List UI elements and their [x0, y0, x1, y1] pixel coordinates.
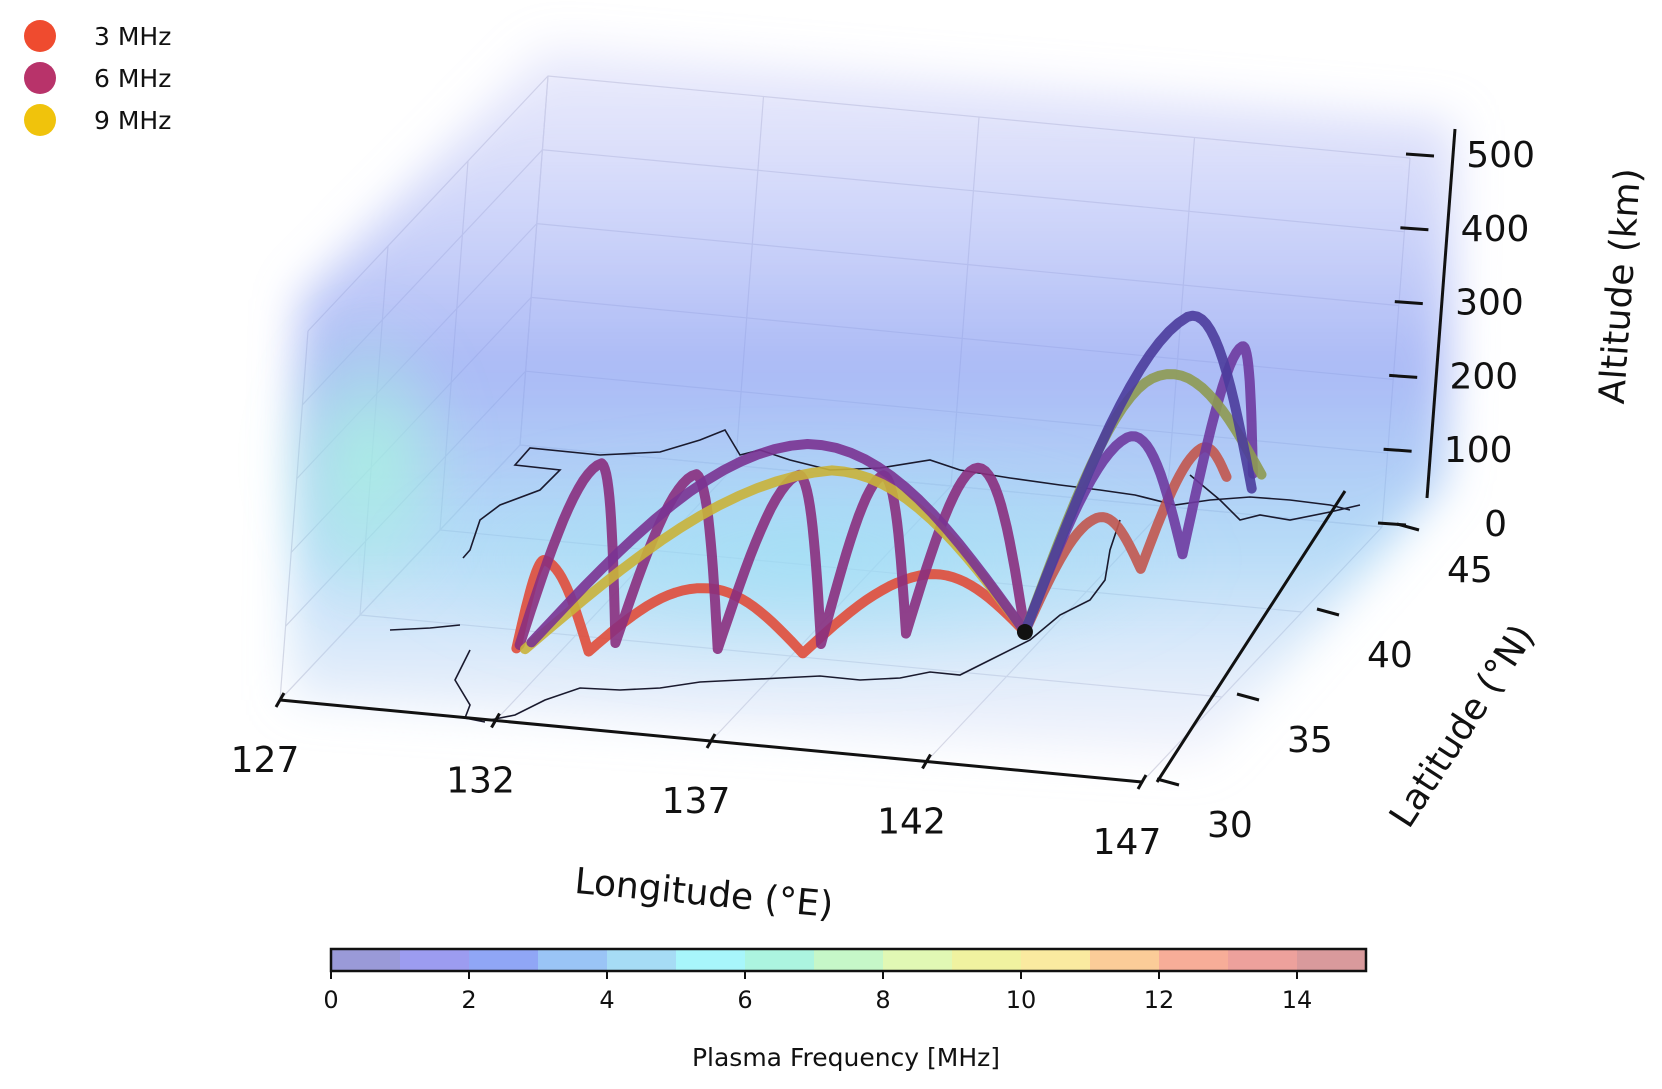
x-tick-mark [705, 733, 717, 749]
z-tick-label: 100 [1444, 430, 1513, 471]
z-axis-line [1425, 128, 1457, 499]
legend-marker [24, 62, 56, 94]
colorbar-tick-label: 2 [461, 986, 476, 1014]
colorbar-segment [745, 949, 815, 971]
legend: 3 MHz 6 MHz 9 MHz [24, 20, 171, 136]
transmitter-marker [1016, 623, 1033, 640]
z-tick-mark [1377, 521, 1407, 527]
colorbar-segment [400, 949, 470, 971]
legend-marker [24, 20, 56, 52]
z-tick-label: 300 [1455, 283, 1524, 324]
colorbar-tick-label: 10 [1006, 986, 1037, 1014]
colorbar-segment [538, 949, 608, 971]
colorbar-segment [1021, 949, 1091, 971]
colorbar: 0 2 4 6 8 10 12 14 [323, 947, 1368, 1014]
colorbar-segment [814, 949, 884, 971]
y-axis-ticks: 30 35 40 45 [1156, 522, 1493, 846]
colorbar-tick-label: 12 [1144, 986, 1175, 1014]
coastline-honshu-east [469, 519, 1121, 721]
y-tick-label: 40 [1367, 635, 1413, 676]
colorbar-segment [1297, 949, 1367, 971]
z-tick-mark [1405, 152, 1435, 158]
z-tick-mark [1389, 373, 1418, 379]
colorbar-segment [1090, 949, 1160, 971]
z-tick-label: 400 [1461, 209, 1530, 250]
z-tick-mark [1383, 447, 1412, 453]
x-axis-ticks: 127 132 137 142 147 [231, 692, 1162, 863]
colorbar-segment [469, 949, 539, 971]
x-tick-label: 132 [446, 761, 515, 802]
colorbar-segment [331, 949, 401, 971]
colorbar-tick-label: 8 [875, 986, 890, 1014]
x-tick-label: 142 [877, 802, 946, 843]
x-axis-title: Longitude (°E) [573, 861, 835, 926]
coastline-korea-south [389, 624, 461, 631]
x-tick-mark [490, 712, 501, 729]
x-tick-label: 127 [231, 740, 300, 781]
x-tick-mark [1136, 774, 1148, 790]
legend-label: 9 MHz [94, 106, 171, 135]
legend-label: 3 MHz [94, 22, 171, 51]
y-tick-label: 35 [1287, 720, 1333, 761]
colorbar-segment [676, 949, 746, 971]
z-tick-mark [1400, 226, 1429, 232]
y-tick-mark [1236, 692, 1260, 702]
y-tick-label: 45 [1447, 550, 1493, 591]
z-tick-label: 0 [1484, 504, 1507, 545]
ray-path [526, 439, 1030, 648]
x-tick-label: 137 [662, 781, 731, 822]
legend-label: 6 MHz [94, 64, 171, 93]
colorbar-frame [329, 947, 1368, 973]
ray-path [1019, 341, 1258, 637]
colorbar-tick-label: 4 [599, 986, 614, 1014]
colorbar-segment [883, 949, 953, 971]
legend-marker [24, 104, 56, 136]
z-tick-mark [1394, 300, 1423, 306]
y-tick-label: 30 [1207, 805, 1253, 846]
x-tick-mark [921, 753, 932, 770]
z-tick-label: 200 [1449, 356, 1518, 397]
colorbar-tick-label: 6 [737, 986, 752, 1014]
z-axis-title: Altitude (km) [1592, 167, 1649, 405]
colorbar-tick-label: 0 [323, 986, 338, 1014]
colorbar-segment [1159, 949, 1229, 971]
colorbar-segment [952, 949, 1022, 971]
colorbar-segment [607, 949, 677, 971]
colorbar-tick-label: 14 [1282, 986, 1313, 1014]
y-tick-mark [1156, 777, 1180, 787]
x-tick-label: 147 [1093, 822, 1162, 863]
z-axis-ticks: 0 100 200 300 400 500 [1377, 135, 1535, 545]
ray-paths [511, 310, 1267, 659]
x-tick-mark [274, 692, 286, 708]
y-tick-mark [1316, 607, 1340, 617]
colorbar-segment [1228, 949, 1298, 971]
z-tick-label: 500 [1466, 135, 1535, 176]
colorbar-title: Plasma Frequency [MHz] [692, 1043, 1000, 1072]
plasma-volume [275, 48, 1455, 760]
y-axis-line [1155, 490, 1347, 783]
ray-path [1019, 310, 1257, 637]
